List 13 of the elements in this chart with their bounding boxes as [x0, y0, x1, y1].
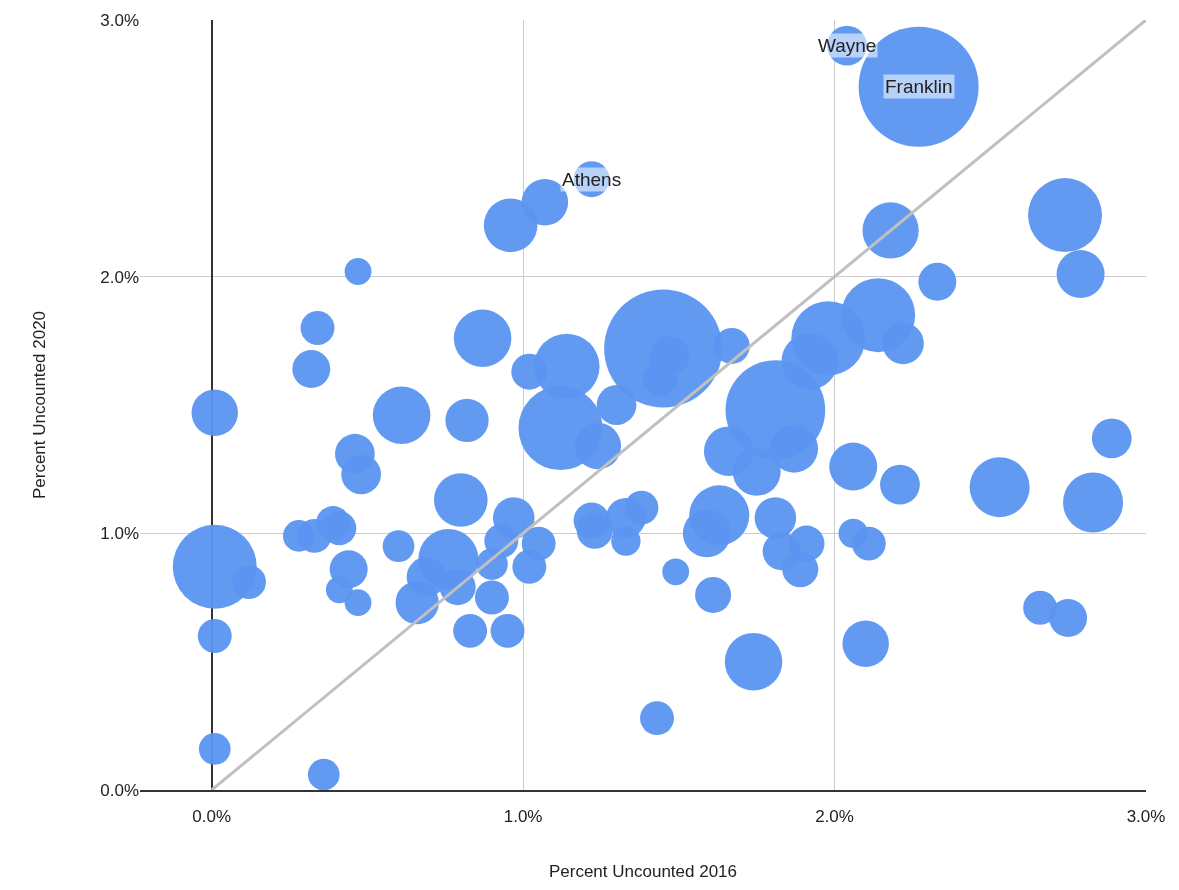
y-tick-label: 0.0%: [100, 780, 139, 800]
y-tick-label: 2.0%: [100, 267, 139, 287]
x-tick-label: 0.0%: [192, 807, 232, 827]
x-tick-label: 3.0%: [1126, 807, 1166, 827]
annotation: Athens: [562, 169, 622, 190]
x-tick-label: 1.0%: [503, 807, 543, 827]
annotation: Franklin: [885, 76, 953, 97]
y-axis-title: Percent Uncounted 2020: [29, 310, 49, 500]
y-tick-label: 1.0%: [100, 524, 139, 544]
x-tick-label: 2.0%: [815, 807, 854, 827]
annotation: Wayne: [818, 35, 877, 56]
x-axis-title: Percent Uncounted 2016: [548, 862, 738, 882]
y-tick-label: 3.0%: [100, 10, 139, 30]
